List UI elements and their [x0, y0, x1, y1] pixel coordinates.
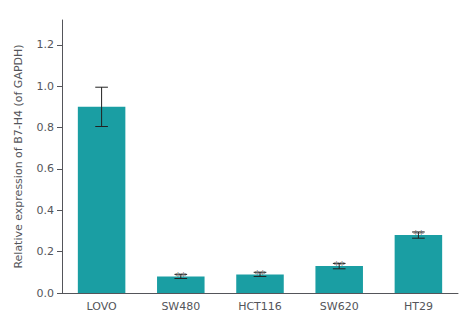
- svg-text:HT29: HT29: [404, 300, 433, 313]
- svg-text:HCT116: HCT116: [238, 300, 282, 313]
- svg-text:1.0: 1.0: [37, 80, 55, 93]
- svg-text:0.6: 0.6: [37, 162, 55, 175]
- svg-text:0.8: 0.8: [37, 121, 55, 134]
- svg-text:Relative expression of B7-H4 (: Relative expression of B7-H4 (of GAPDH): [12, 44, 25, 268]
- svg-text:**: **: [255, 268, 267, 281]
- svg-text:**: **: [334, 259, 346, 272]
- svg-text:0.2: 0.2: [37, 245, 55, 258]
- svg-text:**: **: [175, 270, 187, 283]
- svg-text:LOVO: LOVO: [86, 300, 117, 313]
- svg-text:SW620: SW620: [320, 300, 359, 313]
- svg-text:**: **: [413, 228, 425, 241]
- svg-text:1.2: 1.2: [37, 38, 55, 51]
- svg-text:0.0: 0.0: [37, 287, 55, 300]
- svg-text:SW480: SW480: [161, 300, 200, 313]
- svg-text:0.4: 0.4: [37, 204, 55, 217]
